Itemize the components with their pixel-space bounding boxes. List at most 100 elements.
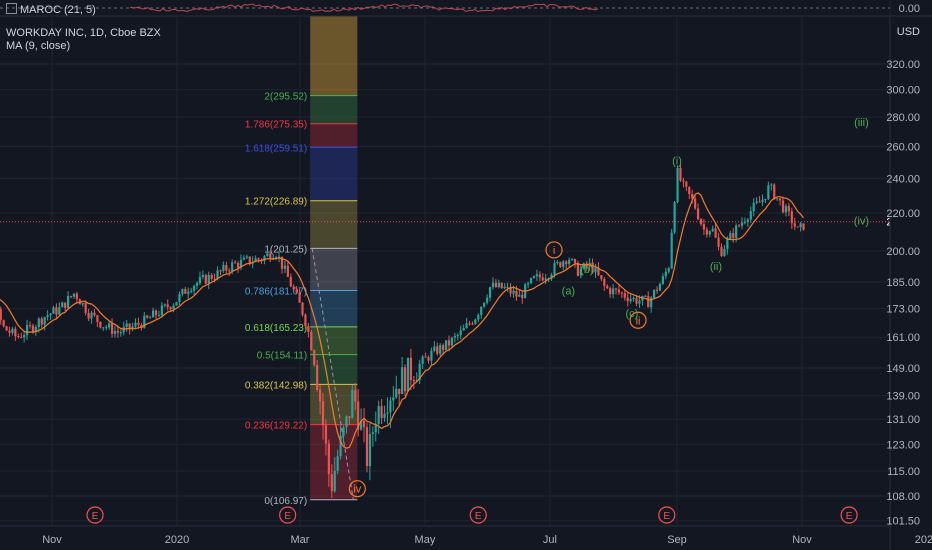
indicator-pane: 0.00 [0,0,932,17]
candle-body [269,253,272,260]
candle-body [509,286,512,294]
earnings-marker-label: E [284,511,291,522]
wave-circle [629,311,647,329]
candle-body [635,297,638,304]
candle-body [776,198,779,200]
candle-body [579,268,582,276]
candle-body [453,335,456,338]
candle-body [175,301,178,306]
candle-body [207,274,210,284]
candle-body [761,199,764,203]
candle-body [644,295,647,297]
candle-body [389,400,392,413]
candle-body [178,294,181,302]
candle-body [600,275,603,280]
grid [0,16,928,526]
candle-body [160,305,163,316]
candle-body [149,317,152,319]
indicator-legend: MAROC (21, 5) [6,3,96,16]
time-tick-label: Mar [290,534,309,546]
candle-body [456,335,459,337]
earnings-marker-label: E [663,511,670,522]
candle-body [58,307,61,315]
candle-body [2,320,5,327]
price-tick-label: 131.00 [886,414,920,426]
candle-body [151,310,155,318]
time-tick-label: Jul [543,534,557,546]
candle-body [521,294,524,299]
candle-body [392,397,395,401]
candle-body [8,330,11,333]
candle-body [705,229,708,235]
fib-trend-line [311,248,354,500]
price-axis[interactable]: 101.50 108.00 115.00 123.00 131.00 139.00 149.… [886,0,932,550]
wave-label: iv [353,484,361,496]
candle-body [653,289,656,298]
candle-body [90,312,93,319]
ma-legend: MA (9, close) [6,40,70,52]
candle-body [626,297,629,302]
candle-body [582,263,585,269]
earnings-marker-label: E [92,511,99,522]
candle-body [154,310,158,316]
candle-body [518,294,521,297]
candle-body [784,206,788,213]
candle-body [606,285,609,289]
candle-body [714,228,717,238]
candle-body [550,274,553,279]
candle-body [773,184,776,200]
candle-body [216,270,219,279]
fib-level-label: 0.5(154.11) [257,351,307,362]
candle-body [412,380,415,382]
candle-body [43,317,46,325]
candle-body [348,416,351,418]
candle-body [787,206,790,212]
candle-body [236,263,240,268]
candle-body [72,293,76,297]
candle-body [163,304,166,306]
candle-body [113,330,117,334]
candle-body [99,321,102,328]
candle-body [565,261,568,265]
candle-body [231,262,234,272]
candle-body [691,193,694,199]
fib-level-label: 0(106.97) [264,496,307,507]
candle-body [210,274,213,279]
candle-body [301,302,304,315]
candle-body [395,388,398,398]
indicator-visibility-box[interactable] [6,3,17,14]
fib-zone [310,14,358,96]
candle-body [181,289,184,295]
time-axis[interactable]: Nov2020MarMayJulSepNov2021MarMay [0,525,932,546]
candle-body [81,302,84,305]
candle-body [368,433,371,467]
candle-body [717,237,720,247]
candle-body [485,297,489,303]
candle-body [638,300,641,304]
time-tick-label: Nov [792,534,812,546]
fib-level-label: 2(295.52) [264,92,307,103]
candle-body [418,363,421,381]
candle-body [295,289,298,293]
price-tick-label: 108.00 [886,491,920,503]
fibonacci-retracement[interactable]: 0(106.97) 0.236(129.22) 0.382(142.98) 0.5(1… [245,14,358,507]
candle-body [553,263,556,275]
candle-body [14,328,17,336]
candle-body [134,322,137,327]
candle-body [430,350,433,361]
candle-body [688,186,691,194]
candle-body [767,185,770,199]
price-tick-label: 200.00 [886,246,920,258]
candle-body [406,357,410,392]
candle-body [49,313,52,316]
candle-body [219,270,222,272]
candle-body [471,323,474,325]
candle-body [307,325,310,332]
candle-body [556,262,559,264]
candle-body [735,225,738,238]
candle-body [166,304,169,308]
candle-body [386,412,389,414]
candles [0,163,805,499]
fib-level-label: 0.786(181.07) [245,286,307,297]
